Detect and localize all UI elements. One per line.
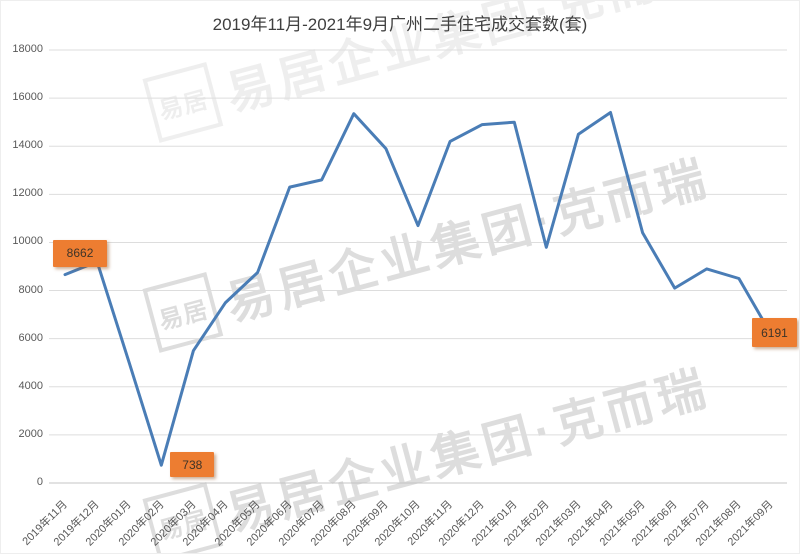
y-axis-tick-label: 0 — [36, 476, 43, 488]
y-axis-tick-label: 14000 — [12, 139, 43, 152]
y-axis-tick-label: 2000 — [18, 427, 43, 440]
y-axis-tick-label: 8000 — [18, 283, 43, 296]
y-axis-tick-label: 6000 — [18, 331, 43, 344]
series-line — [63, 111, 773, 467]
chart-title: 2019年11月-2021年9月广州二手住宅成交套数(套) — [212, 15, 588, 34]
y-axis-tick-label: 12000 — [12, 187, 43, 200]
y-axis-tick-label: 16000 — [12, 91, 43, 104]
data-label-callout: 8662 — [53, 239, 108, 267]
y-axis-tick-label: 18000 — [12, 43, 43, 55]
y-axis-tick-label: 10000 — [12, 235, 43, 248]
data-label-callout: 6191 — [751, 318, 797, 348]
y-axis-tick-label: 4000 — [18, 379, 43, 392]
data-label-callout: 738 — [170, 452, 215, 478]
